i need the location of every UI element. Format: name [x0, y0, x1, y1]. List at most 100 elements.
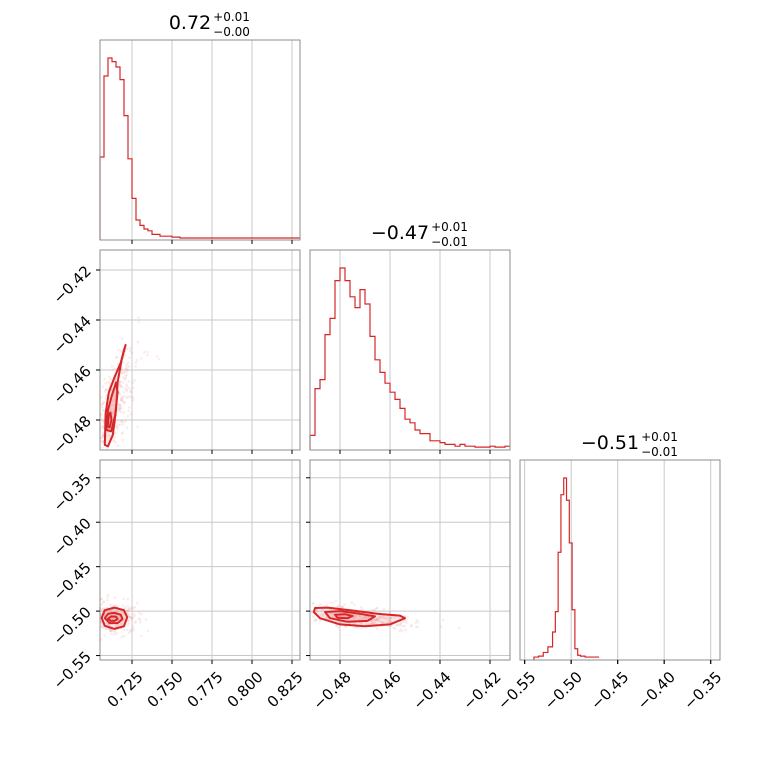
sample-point [101, 424, 105, 428]
sample-point [132, 629, 136, 632]
sample-point [104, 381, 108, 385]
sample-point [382, 608, 386, 611]
sample-point [125, 628, 129, 632]
sample-point [110, 608, 114, 612]
sample-point [363, 615, 367, 619]
sample-point [125, 426, 129, 430]
sample-point [402, 620, 406, 623]
sample-point [410, 624, 413, 628]
sample-point [405, 621, 408, 625]
sample-point [365, 622, 368, 625]
grid-p2 [524, 460, 712, 660]
sample-point [441, 618, 445, 622]
xtick-label: −0.42 [460, 668, 505, 713]
sample-point [101, 433, 105, 437]
sample-point [433, 610, 437, 613]
sample-point [101, 446, 104, 450]
ytick-label: −0.48 [50, 412, 95, 457]
sample-point [107, 593, 110, 597]
sample-point [378, 617, 382, 620]
sample-point [332, 602, 335, 605]
sample-point [114, 378, 118, 381]
sample-point [115, 632, 119, 635]
sample-point [125, 373, 128, 377]
sample-point [102, 601, 105, 604]
xtick-label: −0.50 [541, 668, 586, 713]
sample-point [113, 390, 117, 393]
sample-point [129, 628, 132, 632]
sample-point [126, 612, 130, 616]
sample-point [120, 398, 123, 401]
sample-point [387, 618, 391, 622]
sample-point [397, 622, 401, 626]
sample-point [146, 353, 149, 357]
sample-point [358, 614, 362, 617]
sample-point [118, 409, 121, 413]
sample-point [119, 622, 123, 626]
frame-p2 [519, 459, 721, 661]
sample-point [332, 615, 335, 619]
sample-point [334, 624, 338, 627]
sample-point [378, 620, 382, 623]
yticks-p2-vs-p0: −0.55−0.50−0.45−0.40−0.35 [50, 470, 100, 693]
sample-point [359, 615, 362, 618]
sample-point [370, 621, 373, 625]
hist-panel-p0: 0.72 +0.01 −0.00 [99, 10, 301, 244]
sample-point [125, 383, 128, 387]
sample-point [417, 620, 420, 624]
contour-inner [334, 613, 354, 620]
sample-point [131, 616, 134, 619]
sample-point [361, 608, 365, 611]
sample-point [360, 621, 363, 625]
sample-point [354, 622, 358, 626]
frame-p2-vs-p1 [309, 459, 511, 661]
sample-point [117, 348, 120, 352]
sample-point [118, 380, 121, 384]
sample-point [383, 621, 387, 624]
sample-point [125, 610, 129, 613]
sample-point [107, 434, 111, 437]
sample-point [110, 605, 114, 608]
sample-point [330, 612, 333, 616]
sample-point [105, 610, 108, 613]
sample-point [110, 629, 114, 632]
sample-point [380, 620, 384, 624]
sample-point [117, 423, 120, 427]
sample-point [147, 629, 150, 633]
sample-point [120, 610, 124, 614]
sample-point [378, 615, 381, 619]
sample-point [395, 623, 399, 627]
sample-point [121, 438, 125, 442]
sample-point [415, 618, 419, 622]
sample-point [374, 620, 377, 623]
sample-point [120, 432, 124, 435]
sample-point [121, 604, 124, 607]
sample-point [113, 596, 117, 600]
sample-point [129, 606, 132, 610]
sample-point [120, 337, 124, 341]
sample-point [120, 635, 123, 639]
sample-point [376, 617, 379, 620]
sample-point [112, 440, 115, 443]
sample-point [114, 356, 118, 360]
sample-point [123, 370, 126, 374]
sample-point [114, 440, 118, 444]
sample-point [370, 608, 374, 612]
sample-point [125, 347, 129, 351]
sample-point [366, 617, 370, 620]
sample-point [123, 378, 127, 381]
sample-point [123, 401, 126, 404]
sample-point [113, 633, 117, 636]
sample-point [108, 610, 112, 613]
sample-point [123, 606, 127, 609]
sample-point [126, 612, 129, 615]
sample-point [353, 614, 357, 617]
sample-point [137, 320, 140, 324]
ytick-label: −0.35 [50, 470, 95, 515]
sample-point [105, 610, 109, 614]
sample-point [118, 385, 122, 388]
sample-point [128, 607, 131, 611]
sample-point [136, 340, 140, 344]
sample-point [118, 391, 121, 395]
sample-point [123, 353, 127, 357]
